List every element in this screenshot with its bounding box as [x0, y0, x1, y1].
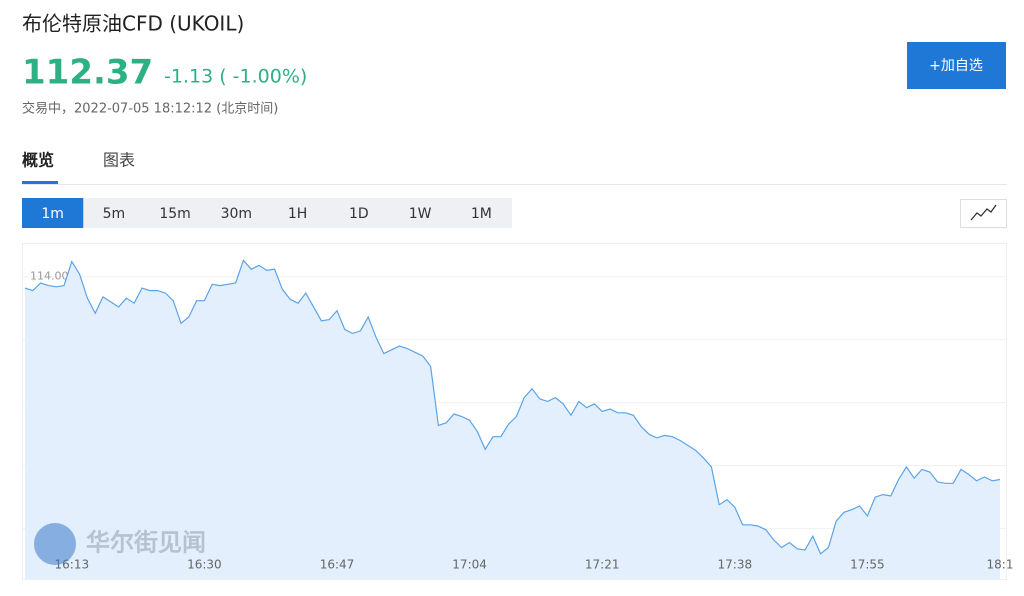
price: 112.37 [22, 53, 153, 93]
timeframe-bar [22, 198, 512, 228]
watchlist-label[interactable]: +加自选 [929, 58, 983, 74]
title: 布伦特原油CFD (UKOIL) [22, 12, 244, 36]
timeframe-active[interactable] [22, 198, 84, 228]
timeframes: 1m 5m 15m 30m 1H 1D 1W 1M [22, 198, 492, 228]
x-tick-label: 17:04 [452, 558, 487, 572]
x-tick-label: 17:38 [718, 558, 753, 572]
x-tick-label: 17:21 [585, 558, 620, 572]
y-tick-label: 114.00 [30, 270, 69, 283]
status: 交易中，2022-07-05 18:12:12 (北京时间) [22, 101, 278, 117]
chart-frame [22, 243, 1007, 580]
x-tick-label: 16:30 [187, 558, 222, 572]
timeframe[interactable]: 1H [288, 206, 307, 222]
price-line [24, 259, 1001, 555]
x-tick-label: 17:55 [850, 558, 885, 572]
timeframe[interactable]: 1W [409, 206, 432, 222]
watermark: 华尔街见闻 [86, 528, 206, 557]
timeframe[interactable]: 1D [349, 206, 369, 222]
area-fill [25, 260, 1000, 579]
change: -1.13 ( -1.00%) [164, 66, 307, 88]
x-tick-label: 18:1 [987, 558, 1014, 572]
watchlist-button[interactable] [907, 42, 1006, 89]
timeframe[interactable]: 1M [471, 206, 492, 222]
timeframe[interactable]: 1m [41, 206, 64, 222]
tab-underline [22, 181, 58, 184]
tab[interactable]: 概览 [22, 151, 54, 170]
timeframe[interactable]: 15m [159, 206, 190, 222]
watermark-logo [34, 523, 76, 565]
timeframe[interactable]: 30m [221, 206, 252, 222]
chart: 112.00112.50113.00113.50114.0016:1316:30… [23, 259, 1014, 579]
x-tick-label: 16:47 [320, 558, 355, 572]
tab[interactable]: 图表 [103, 151, 135, 170]
chart-type-icon [970, 204, 997, 221]
timeframe[interactable]: 5m [103, 206, 126, 222]
